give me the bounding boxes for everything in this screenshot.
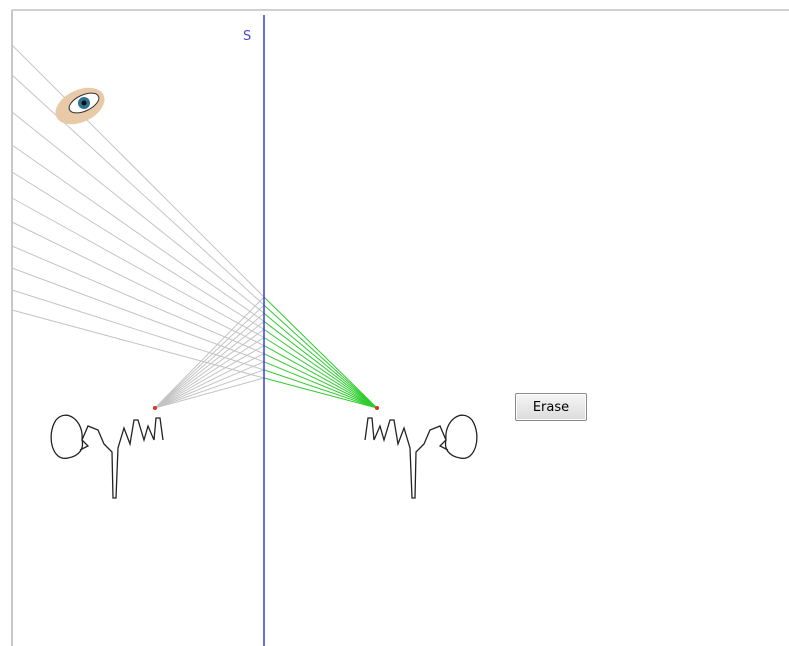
incident-ray [12, 172, 264, 329]
incident-ray [12, 198, 264, 338]
object-point [375, 406, 379, 410]
virtual-ray [155, 338, 264, 409]
page: S Erase (() => { const data = JSON.parse… [0, 0, 789, 646]
reflected-ray [264, 346, 377, 408]
reflected-ray [264, 354, 377, 408]
mirror-label: S [243, 29, 251, 44]
incident-ray [12, 75, 264, 305]
incident-ray [12, 112, 264, 313]
incident-ray [12, 222, 264, 346]
virtual-ray [155, 346, 264, 408]
eye-icon [50, 81, 111, 132]
image-hand [51, 415, 163, 498]
incident-ray [12, 290, 264, 370]
virtual-ray [155, 370, 264, 408]
reflected-ray [264, 321, 377, 408]
incident-ray [12, 246, 264, 354]
reflected-ray [264, 297, 377, 408]
image-point [153, 406, 157, 410]
reflected-ray [264, 338, 377, 409]
object-hand [365, 415, 477, 498]
virtual-ray [155, 354, 264, 408]
incident-ray [12, 310, 264, 378]
erase-button[interactable]: Erase [515, 393, 587, 421]
applet-canvas: S [0, 0, 789, 646]
incident-ray [12, 268, 264, 362]
reflected-ray [264, 313, 377, 408]
reflected-ray [264, 370, 377, 408]
